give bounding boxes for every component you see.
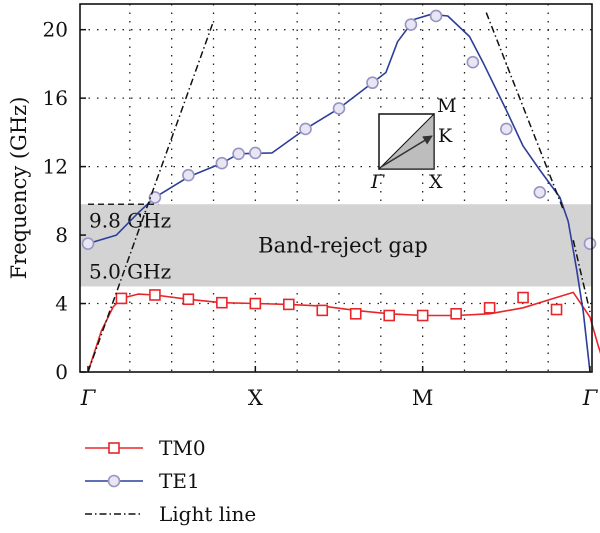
tm0-point [383,309,396,322]
tm0-point [149,289,161,301]
band-gap-rect [80,204,592,287]
y-tick-label: 20 [43,18,68,42]
y-tick-label: 8 [55,223,68,247]
light-line-segment [87,20,215,373]
tick-labels: 0 4 8 12 16 20 Γ X M Γ [43,18,599,410]
te1-point [81,237,95,250]
tm0-point [349,308,362,320]
te1-point [533,185,547,199]
te1-point [232,147,245,161]
te1-point [366,76,379,90]
y-tick-label: 16 [43,86,68,110]
tm0-point [416,309,429,322]
tm0-point [316,304,329,317]
y-axis-label: Frequency (GHz) [7,97,31,280]
te1-point [182,168,195,182]
x-tick-label: M [412,386,434,410]
tm0-point [483,302,496,314]
x-tick-label: X [248,386,263,410]
legend-marker-tm0 [108,442,120,454]
plot-frame [79,3,593,373]
band-gap-label: Band-reject gap [258,233,428,257]
y-tick-label: 12 [43,155,68,179]
tm0-point [115,292,128,305]
te1-point [429,9,443,23]
tm0-point [517,291,529,304]
inset-label-k: K [438,125,453,147]
te1-point [299,122,312,136]
tm0-point [550,303,563,316]
te1-point [466,55,480,69]
tm0-point [249,297,262,310]
te1-point [500,122,513,136]
inset-wavevector-arrow [380,135,433,168]
brillouin-zone-inset: M K Γ X [370,95,456,193]
legend: TM0 TE1 Light line [85,436,256,526]
tm0-point [216,296,228,309]
x-tick-label: Γ [80,386,97,410]
legend-label-light-line: Light line [159,502,256,526]
legend-label-tm0: TM0 [159,436,206,460]
te1-point [583,237,597,250]
te1-point [215,156,229,170]
legend-marker-te1 [107,474,121,488]
y-tick-label: 4 [55,292,68,316]
tm0-point [450,308,462,320]
inset-irreducible-triangle [377,112,435,170]
tm0-point [282,298,295,311]
plot-area [80,4,592,372]
band-gap-region: Band-reject gap 9.8 GHz 5.0 GHz [80,204,592,287]
inset-label-gamma: Γ [370,171,385,193]
te1-point [404,18,418,31]
plot-border [79,3,593,373]
inset-label-m: M [437,95,456,117]
legend-label-te1: TE1 [159,469,200,493]
te1-point [332,102,346,115]
tm0-series-line [87,291,600,373]
band-gap-lower-label: 5.0 GHz [89,259,171,283]
series-layer [81,9,600,373]
tm0-point [182,293,195,306]
plot-background [80,4,592,372]
te1-point [249,146,262,160]
y-tick-label: 0 [55,360,68,384]
inset-label-x: X [429,171,443,193]
light-line-segment [572,240,591,313]
light-line-segment [485,12,564,210]
x-tick-label: Γ [582,386,599,410]
